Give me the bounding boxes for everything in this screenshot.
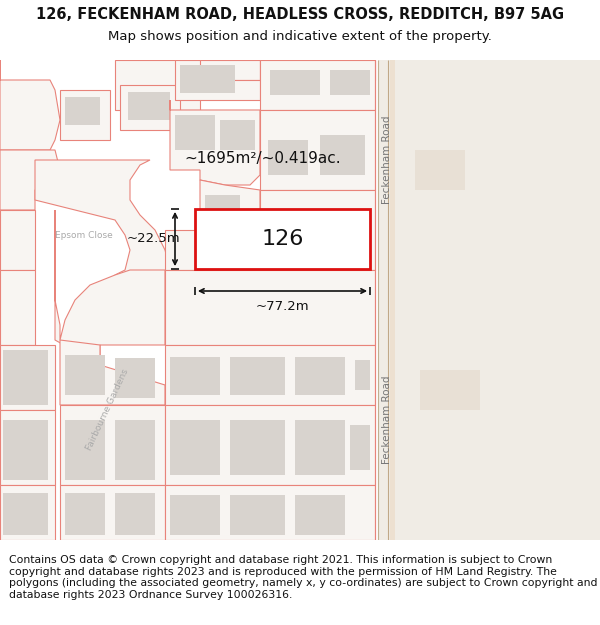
Polygon shape (55, 210, 165, 365)
Polygon shape (60, 485, 165, 540)
Bar (378, 60, 390, 540)
Polygon shape (175, 60, 260, 100)
Text: ~1695m²/~0.419ac.: ~1695m²/~0.419ac. (184, 151, 341, 166)
Bar (3, 493, 48, 535)
Bar (0, 210, 35, 270)
Polygon shape (205, 230, 260, 250)
Polygon shape (165, 190, 375, 270)
Bar (115, 420, 155, 480)
Text: Epsom Close: Epsom Close (55, 231, 113, 239)
Bar (170, 357, 220, 395)
Bar (205, 195, 240, 225)
Bar (415, 150, 465, 190)
Bar (295, 495, 345, 535)
Polygon shape (0, 485, 55, 540)
Polygon shape (200, 180, 260, 230)
Bar (270, 70, 320, 95)
Bar (120, 85, 180, 130)
Text: Contains OS data © Crown copyright and database right 2021. This information is : Contains OS data © Crown copyright and d… (9, 555, 598, 600)
Polygon shape (0, 345, 55, 410)
Text: 126: 126 (262, 229, 304, 249)
Polygon shape (0, 150, 60, 210)
Bar (65, 97, 100, 125)
Bar (268, 140, 308, 175)
Bar (195, 209, 370, 269)
Bar (230, 357, 285, 395)
Text: Feckenham Road: Feckenham Road (382, 116, 392, 204)
Bar (128, 92, 170, 120)
Text: 126, FECKENHAM ROAD, HEADLESS CROSS, REDDITCH, B97 5AG: 126, FECKENHAM ROAD, HEADLESS CROSS, RED… (36, 6, 564, 21)
Bar (320, 135, 365, 175)
Bar (230, 420, 285, 475)
Bar (60, 90, 110, 140)
Polygon shape (165, 345, 375, 405)
Polygon shape (0, 410, 55, 485)
Bar (180, 65, 235, 93)
Text: ~22.5m: ~22.5m (126, 232, 180, 246)
Bar (175, 115, 215, 150)
Polygon shape (260, 60, 375, 110)
Bar (295, 420, 345, 475)
Bar (230, 495, 285, 535)
Polygon shape (60, 340, 165, 405)
Bar (65, 420, 105, 480)
Bar (115, 493, 155, 535)
Bar (65, 355, 105, 395)
Bar (0, 270, 35, 345)
Bar (115, 358, 155, 398)
Bar (420, 370, 480, 410)
Bar (350, 425, 370, 470)
Bar (212, 235, 237, 247)
Bar (295, 357, 345, 395)
Polygon shape (60, 405, 165, 485)
Bar (355, 360, 370, 390)
Bar (170, 420, 220, 475)
Bar (378, 60, 600, 540)
Text: Map shows position and indicative extent of the property.: Map shows position and indicative extent… (108, 30, 492, 43)
Bar (3, 420, 48, 480)
Text: ~77.2m: ~77.2m (256, 299, 310, 312)
Bar (330, 70, 370, 95)
Polygon shape (35, 160, 170, 310)
Bar (395, 60, 600, 540)
Polygon shape (115, 60, 260, 110)
Bar (65, 493, 105, 535)
Text: Fairbourne Gardens: Fairbourne Gardens (85, 368, 131, 452)
Bar (3, 350, 48, 405)
Polygon shape (260, 110, 375, 190)
Polygon shape (260, 60, 375, 80)
Polygon shape (165, 405, 375, 485)
Polygon shape (165, 270, 375, 345)
Polygon shape (0, 60, 60, 150)
Text: Feckenham Road: Feckenham Road (382, 376, 392, 464)
Bar (170, 495, 220, 535)
Polygon shape (170, 100, 260, 185)
Polygon shape (0, 90, 55, 130)
Polygon shape (165, 485, 375, 540)
Bar (220, 120, 255, 150)
